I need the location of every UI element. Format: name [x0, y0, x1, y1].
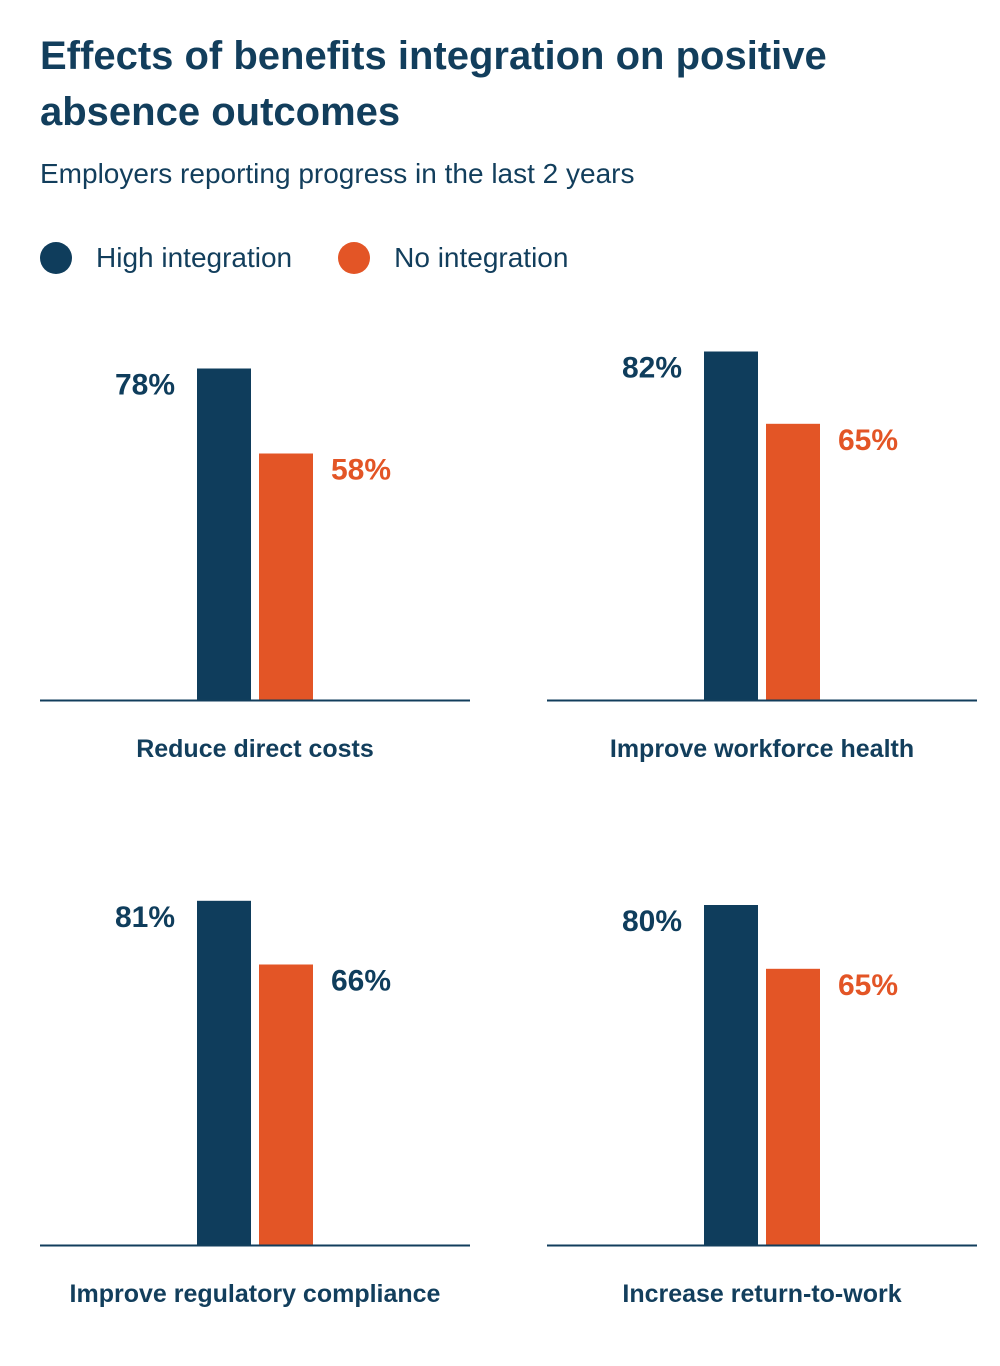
legend-swatch-no-integration [338, 242, 371, 274]
chart-panel-improve-workforce-health: 82% 65% Improve workforce health [547, 351, 977, 763]
category-label: Increase return-to-work [622, 1280, 901, 1308]
bar-high-integration [704, 351, 758, 700]
category-label: Improve workforce health [610, 735, 914, 763]
chart-panel-reduce-direct-costs: 78% 58% Reduce direct costs [40, 368, 470, 763]
chart-panel-increase-return-to-work: 80% 65% Increase return-to-work [547, 905, 977, 1308]
legend-label-no-integration: No integration [394, 242, 569, 273]
legend-label-high-integration: High integration [96, 242, 293, 273]
data-label-high-integration: 81% [115, 901, 175, 934]
data-label-no-integration: 66% [331, 965, 391, 998]
bar-no-integration [259, 453, 313, 700]
bar-no-integration [259, 964, 313, 1245]
bar-high-integration [197, 900, 251, 1246]
chart-title: Effects of benefits integration on posit… [40, 34, 827, 134]
data-label-no-integration: 58% [331, 454, 391, 487]
data-label-high-integration: 82% [622, 352, 682, 385]
data-label-high-integration: 78% [115, 369, 175, 402]
legend-item-no-integration: No integration [338, 242, 568, 274]
bar-no-integration [766, 423, 820, 701]
legend-swatch-high-integration [40, 242, 72, 274]
bar-no-integration [766, 968, 820, 1246]
category-label: Reduce direct costs [136, 735, 374, 763]
legend-item-high-integration: High integration [40, 242, 292, 274]
bar-high-integration [197, 368, 251, 700]
legend: High integration No integration [40, 238, 614, 278]
bar-high-integration [704, 905, 758, 1245]
chart-panel-improve-regulatory-compliance: 81% 66% Improve regulatory compliance [40, 900, 470, 1308]
data-label-high-integration: 80% [622, 905, 682, 938]
data-label-no-integration: 65% [838, 969, 898, 1002]
data-label-no-integration: 65% [838, 424, 898, 457]
chart-subtitle: Employers reporting progress in the last… [40, 158, 635, 189]
category-label: Improve regulatory compliance [70, 1280, 441, 1308]
